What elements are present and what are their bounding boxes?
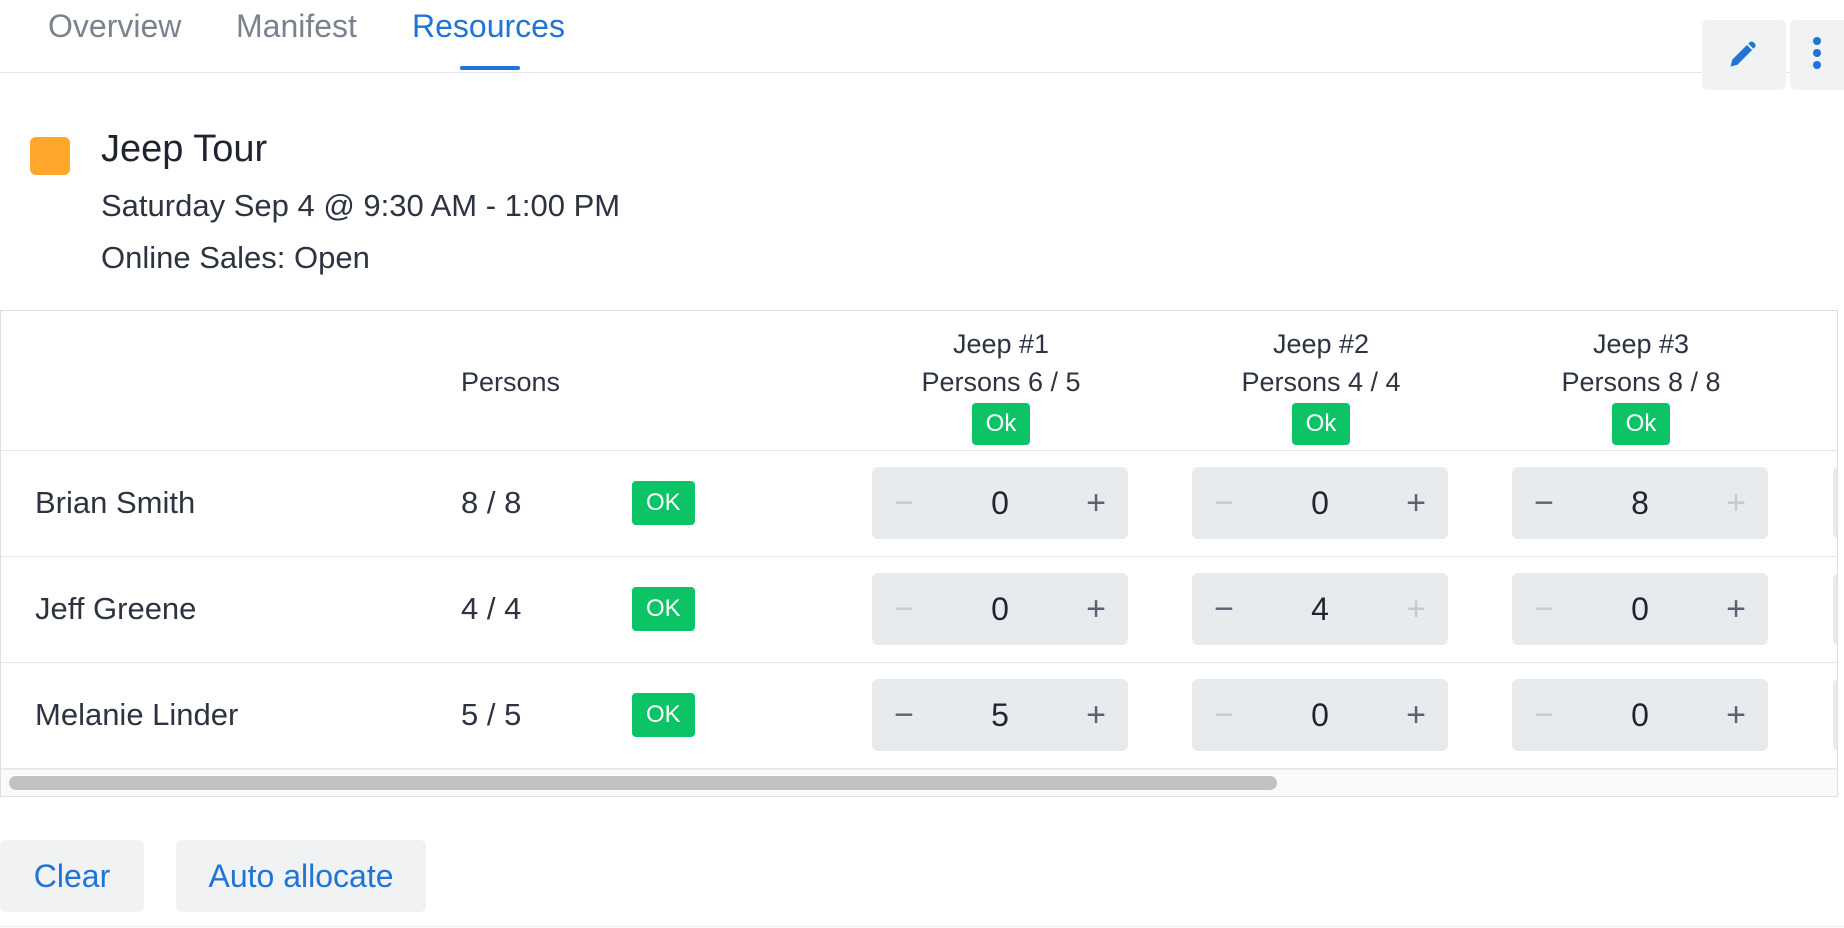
table-row: Melanie Linder 5 / 5 OK − 5 + − 0 + − 0 … — [1, 663, 1837, 769]
persons-count: 4 / 4 — [461, 591, 522, 626]
increment-button[interactable]: + — [1406, 590, 1426, 628]
decrement-button[interactable]: − — [1534, 590, 1554, 628]
decrement-button[interactable]: − — [1214, 484, 1234, 522]
resource-status-badge: Ok — [1611, 403, 1671, 445]
increment-button[interactable]: + — [1086, 696, 1106, 734]
event-datetime: Saturday Sep 4 @ 9:30 AM - 1:00 PM — [101, 188, 621, 223]
resource-status-badge: Ok — [1291, 403, 1351, 445]
event-color-swatch — [30, 137, 70, 175]
decrement-button[interactable]: − — [1534, 696, 1554, 734]
tab-resources[interactable]: Resources — [412, 8, 565, 44]
decrement-button[interactable]: − — [894, 696, 914, 734]
resource-header-jeep-1: Jeep #1 Persons 6 / 5 Ok — [851, 325, 1151, 445]
resource-name: Jeep #2 — [1272, 329, 1370, 359]
increment-button[interactable]: + — [1406, 696, 1426, 734]
persons-count: 8 / 8 — [461, 485, 522, 520]
active-tab-indicator — [460, 66, 520, 70]
edit-button[interactable] — [1702, 20, 1786, 90]
customer-name: Jeff Greene — [35, 591, 197, 626]
quantity-stepper: − 0 + — [1192, 467, 1448, 539]
increment-button[interactable]: + — [1726, 484, 1746, 522]
customer-name: Melanie Linder — [35, 697, 239, 732]
kebab-menu-icon — [1811, 35, 1823, 76]
increment-button[interactable]: + — [1086, 484, 1106, 522]
tab-manifest[interactable]: Manifest — [236, 8, 357, 44]
decrement-button[interactable]: − — [894, 484, 914, 522]
more-options-button[interactable] — [1790, 20, 1844, 90]
decrement-button[interactable]: − — [1214, 590, 1234, 628]
quantity-value: 8 — [1631, 485, 1649, 521]
quantity-stepper: − 0 + — [1192, 679, 1448, 751]
increment-button[interactable]: + — [1086, 590, 1106, 628]
horizontal-scrollbar[interactable] — [1, 769, 1837, 796]
resource-name: Jeep #1 — [952, 329, 1050, 359]
tab-bar: Overview Manifest Resources — [0, 0, 1844, 73]
allocation-table: Persons Jeep #1 Persons 6 / 5 Ok Jeep #2… — [0, 310, 1838, 797]
increment-button[interactable]: + — [1726, 696, 1746, 734]
quantity-value: 4 — [1311, 591, 1329, 627]
resource-capacity: Persons 8 / 8 — [1561, 367, 1721, 397]
quantity-value: 0 — [1631, 591, 1649, 627]
scrollbar-thumb[interactable] — [9, 776, 1277, 790]
quantity-value: 0 — [991, 485, 1009, 521]
decrement-button[interactable]: − — [894, 590, 914, 628]
divider — [0, 926, 1844, 927]
auto-allocate-button[interactable]: Auto allocate — [176, 840, 426, 912]
persons-count: 5 / 5 — [461, 697, 522, 732]
quantity-stepper-partial[interactable] — [1833, 467, 1837, 539]
table-row: Brian Smith 8 / 8 OK − 0 + − 0 + − 8 + — [1, 451, 1837, 557]
event-title: Jeep Tour — [101, 128, 268, 170]
online-sales-status: Online Sales: Open — [101, 240, 370, 275]
customer-name: Brian Smith — [35, 485, 196, 520]
clear-button[interactable]: Clear — [0, 840, 144, 912]
quantity-value: 0 — [1631, 697, 1649, 733]
quantity-value: 0 — [1311, 485, 1329, 521]
quantity-stepper: − 5 + — [872, 679, 1128, 751]
table-header-row: Persons Jeep #1 Persons 6 / 5 Ok Jeep #2… — [1, 311, 1837, 451]
quantity-stepper: − 0 + — [872, 467, 1128, 539]
quantity-stepper: − 0 + — [1512, 573, 1768, 645]
quantity-value: 0 — [991, 591, 1009, 627]
quantity-stepper: − 4 + — [1192, 573, 1448, 645]
resource-capacity: Persons 4 / 4 — [1241, 367, 1401, 397]
resource-header-jeep-2: Jeep #2 Persons 4 / 4 Ok — [1171, 325, 1471, 445]
decrement-button[interactable]: − — [1214, 696, 1234, 734]
quantity-stepper-partial[interactable] — [1833, 573, 1837, 645]
resource-status-badge: Ok — [971, 403, 1031, 445]
increment-button[interactable]: + — [1406, 484, 1426, 522]
row-status-badge: OK — [632, 481, 695, 525]
quantity-stepper: − 0 + — [872, 573, 1128, 645]
persons-column-header: Persons — [461, 367, 561, 397]
quantity-value: 5 — [991, 697, 1009, 733]
resource-header-jeep-3: Jeep #3 Persons 8 / 8 Ok — [1491, 325, 1791, 445]
decrement-button[interactable]: − — [1534, 484, 1554, 522]
increment-button[interactable]: + — [1726, 590, 1746, 628]
table-row: Jeff Greene 4 / 4 OK − 0 + − 4 + − 0 + — [1, 557, 1837, 663]
resource-name: Jeep #3 — [1592, 329, 1690, 359]
quantity-stepper: − 0 + — [1512, 679, 1768, 751]
quantity-stepper-partial[interactable] — [1833, 679, 1837, 751]
row-status-badge: OK — [632, 587, 695, 631]
pencil-icon — [1726, 35, 1762, 76]
quantity-value: 0 — [1311, 697, 1329, 733]
tab-overview[interactable]: Overview — [48, 8, 182, 44]
quantity-stepper: − 8 + — [1512, 467, 1768, 539]
row-status-badge: OK — [632, 693, 695, 737]
resource-capacity: Persons 6 / 5 — [921, 367, 1081, 397]
